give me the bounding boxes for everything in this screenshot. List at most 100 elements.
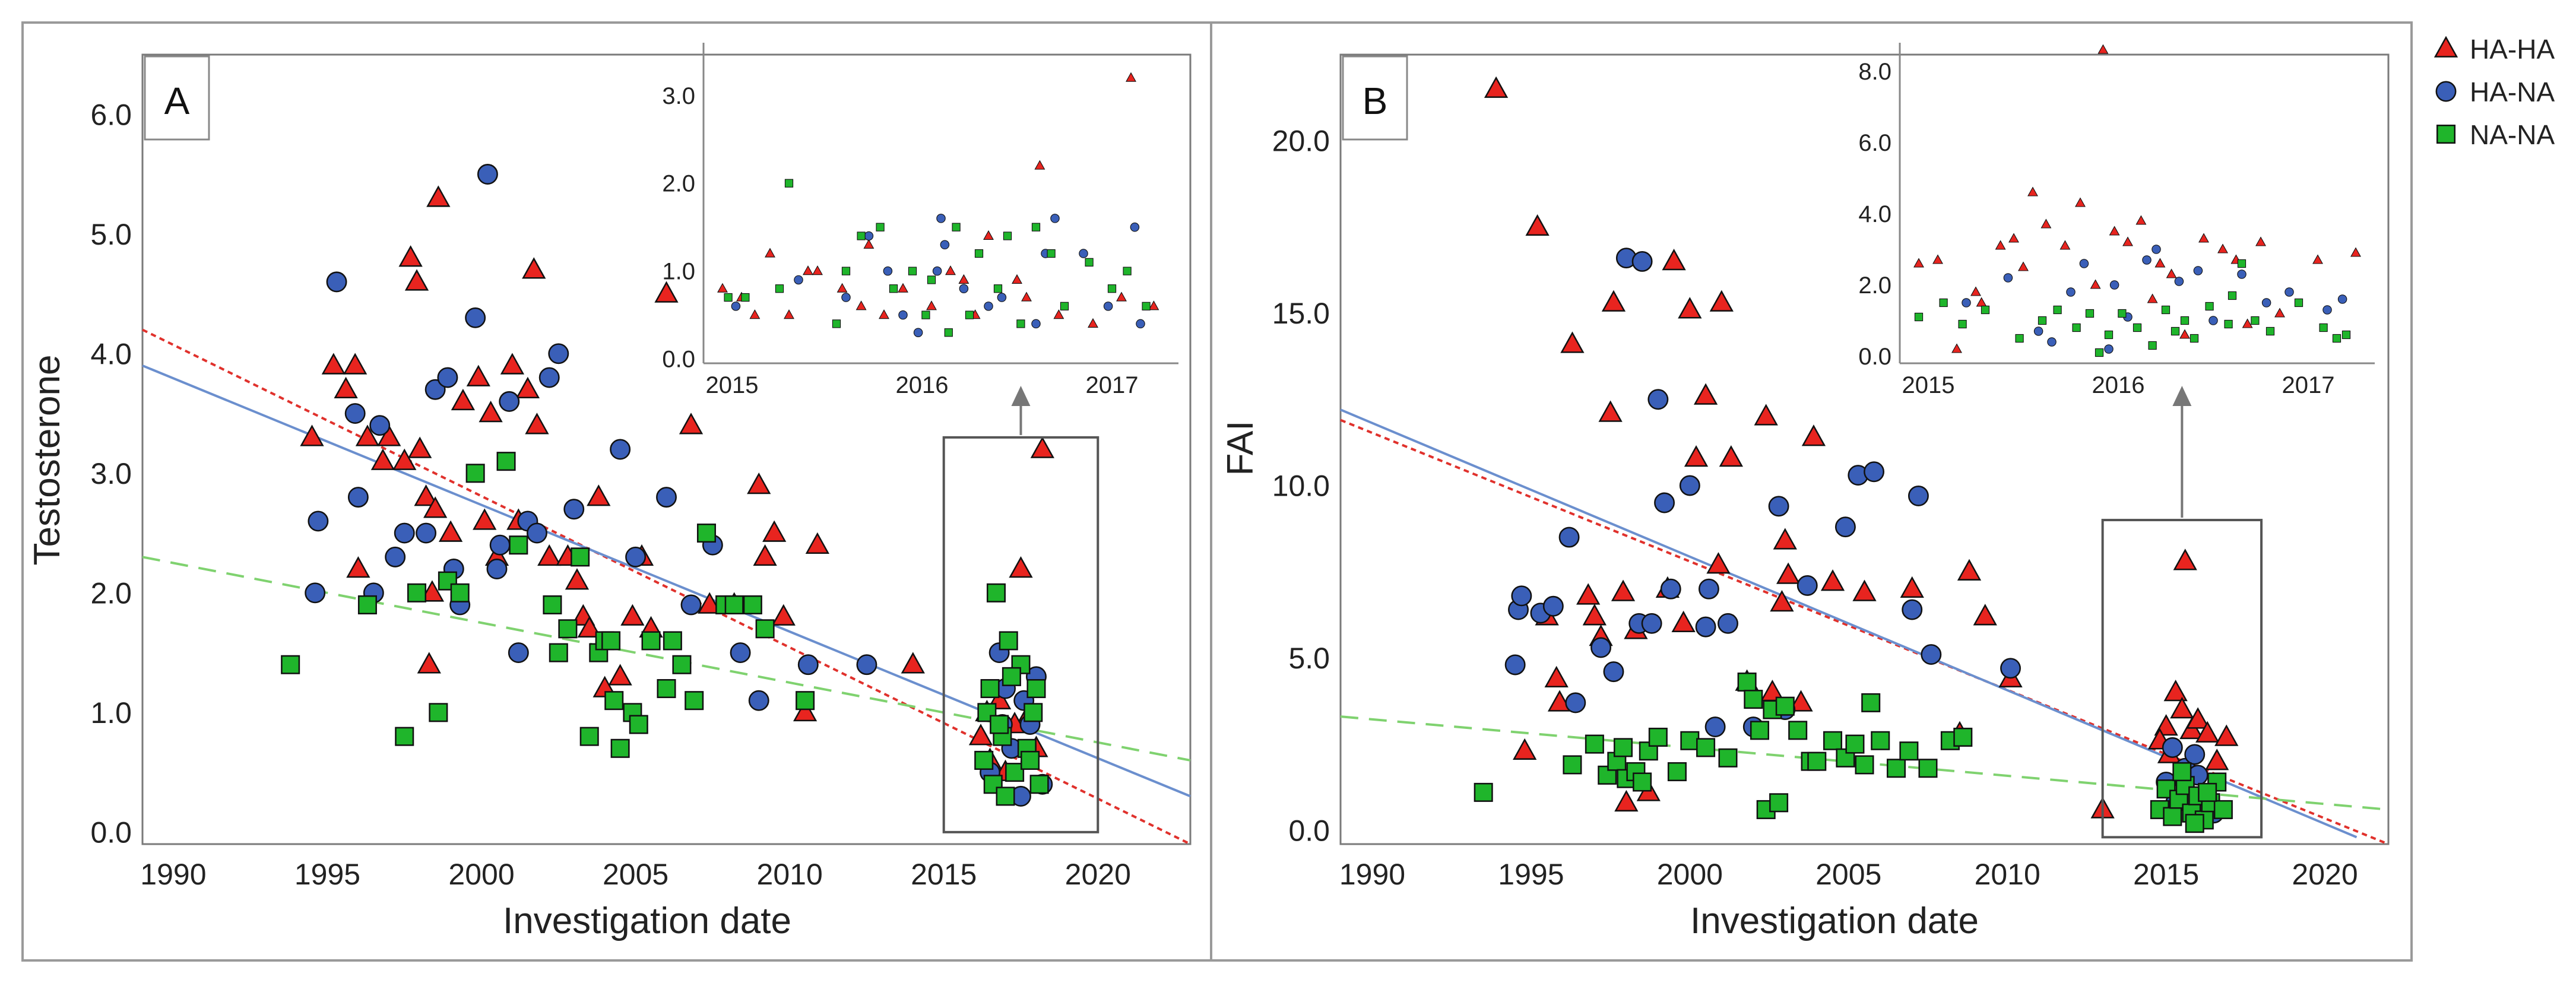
panel-b-point-ha-ha: [1582, 604, 1607, 626]
panel-b-inset-point-na-na: [2237, 259, 2247, 268]
panel-a-point-ha-ha: [334, 376, 358, 399]
panel-b-y-tick-label: 0.0: [1288, 814, 1330, 847]
panel-b-inset-point-ha-ha: [2350, 247, 2361, 257]
panel-a-inset-point-ha-na: [984, 302, 993, 311]
panel-a-inset-y-tick-label: 1.0: [662, 259, 695, 285]
panel-b-point-ha-ha: [1693, 383, 1718, 405]
panel-b-point-na-na: [1807, 751, 1827, 771]
panel-a-point-ha-na: [424, 379, 446, 400]
panel-a-y-tick-label: 2.0: [90, 576, 132, 610]
panel-b-point-ha-ha: [1560, 331, 1585, 353]
panel-b-inset-x-tick-label: 2016: [2092, 372, 2145, 398]
panel-b-x-tick-label: 1995: [1498, 858, 1564, 891]
panel-b-inset-point-na-na: [2095, 348, 2104, 357]
panel-a-inset-point-na-na: [944, 328, 953, 337]
panel-b-point-ha-ha: [1601, 290, 1626, 312]
panel-b-point-ha-ha: [2205, 749, 2229, 770]
panel-a-inset-point-ha-na: [1103, 302, 1113, 311]
panel-b-inset-point-na-na: [1939, 298, 1948, 307]
panel-b-point-ha-na: [1921, 644, 1942, 665]
panel-b-point-ha-ha: [1770, 589, 1794, 612]
panel-a-point-ha-ha: [479, 401, 503, 423]
panel-a-inset-point-na-na: [993, 284, 1003, 293]
panel-b-inset-point-ha-ha: [2179, 329, 2190, 339]
panel-b-inset-point-na-na: [2133, 323, 2142, 332]
panel-b-x-tick-label: 2020: [2292, 858, 2358, 891]
panel-b-point-na-na: [1667, 762, 1687, 782]
panel-a-point-ha-na: [347, 487, 369, 508]
panel-a-point-na-na: [407, 583, 427, 603]
panel-a-point-ha-na: [465, 307, 486, 328]
panel-a-inset-point-ha-na: [794, 275, 803, 285]
panel-b-inset-x-tick-label: 2017: [2282, 372, 2335, 398]
panel-a-point-ha-ha: [1030, 436, 1054, 458]
panel-b-point-ha-ha: [2214, 724, 2239, 746]
panel-a-x-tick-label: 2015: [911, 858, 977, 891]
panel-a-point-na-na: [549, 643, 568, 662]
panel-b-inset-point-ha-na: [2152, 245, 2161, 254]
panel-a-inset-point-ha-ha: [717, 283, 728, 293]
panel-b-point-ha-na: [2162, 737, 2183, 758]
panel-a-point-ha-ha: [587, 484, 611, 506]
panel-a-point-ha-na: [680, 594, 702, 616]
panel-b-inset-y-tick-label: 4.0: [1858, 201, 1891, 227]
panel-a-point-ha-na: [748, 690, 769, 711]
panel-b-inset-y-tick-label: 8.0: [1858, 59, 1891, 85]
panel-b-point-na-na: [1953, 727, 1973, 747]
panel-b-y-tick-label: 20.0: [1272, 125, 1330, 158]
panel-b-point-na-na: [2163, 807, 2182, 826]
panel-a-point-ha-na: [385, 546, 406, 567]
panel-b-inset-point-ha-na: [2109, 280, 2119, 290]
panel-a-point-ha-ha: [398, 245, 423, 267]
panel-b-point-ha-na: [1864, 461, 1885, 483]
panel-b-point-ha-ha: [1614, 789, 1639, 812]
panel-a-inset-point-na-na: [952, 223, 961, 232]
panel-a-inset-point-ha-ha: [1021, 291, 1032, 302]
panel-b-inset-point-ha-ha: [2075, 197, 2086, 207]
panel-b-inset-point-ha-na: [2237, 269, 2247, 279]
panel-a-inset-point-ha-na: [940, 240, 950, 250]
panel-a-x-axis-title: Investigation date: [503, 900, 791, 941]
panel-b-point-ha-ha: [1598, 400, 1623, 422]
panel-b-point-ha-ha: [1801, 424, 1826, 446]
panel-b-inset-point-na-na: [2224, 319, 2233, 329]
panel-b-inset-point-na-na: [2319, 323, 2328, 332]
panel-a-point-na-na: [1002, 667, 1021, 686]
panel-a-point-ha-ha: [762, 520, 787, 542]
panel-b-point-ha-na: [1603, 661, 1624, 683]
panel-a-point-ha-ha: [420, 580, 445, 602]
panel-a-inset-point-na-na: [784, 179, 794, 188]
panel-a-inset-point-ha-ha: [879, 309, 889, 319]
panel-a-point-ha-ha: [608, 664, 632, 686]
panel-b-inset-point-ha-ha: [2154, 258, 2166, 268]
panel-a-point-ha-na: [499, 391, 520, 412]
panel-b-inset-point-ha-ha: [1995, 240, 2006, 250]
panel-a-inset-x-tick-label: 2016: [896, 372, 949, 398]
panel-b-inset-point-na-na: [2104, 330, 2114, 340]
panel-b-point-ha-ha: [1611, 579, 1636, 601]
panel-a-point-ha-ha: [417, 652, 441, 674]
panel-a-point-ha-na: [538, 367, 560, 388]
legend-label-ha-ha: HA-HA: [2470, 34, 2555, 65]
panel-b-point-ha-ha: [1754, 404, 1778, 426]
panel-a-point-ha-ha: [346, 556, 370, 578]
panel-b-point-ha-ha: [1957, 559, 1982, 581]
panel-b-point-ha-na: [1660, 578, 1681, 600]
panel-a-inset-point-na-na: [1142, 302, 1151, 310]
panel-b-inset-point-ha-na: [2079, 259, 2089, 268]
panel-b-point-ha-ha: [1484, 76, 1509, 98]
panel-a-point-ha-ha: [577, 616, 601, 638]
panel-a-point-na-na: [980, 679, 1000, 699]
panel-b-point-ha-na: [2000, 658, 2021, 679]
panel-b-point-na-na: [2172, 762, 2192, 782]
panel-a-inset-point-na-na: [876, 223, 885, 232]
panel-b-inset-point-ha-ha: [2274, 307, 2285, 318]
panel-a-point-ha-ha: [377, 424, 401, 446]
panel-b-inset-point-ha-na: [2209, 316, 2218, 325]
panel-b-point-ha-na: [1504, 654, 1526, 676]
panel-a-y-tick-label: 6.0: [90, 98, 132, 131]
panel-b-inset-point-ha-ha: [2040, 218, 2052, 229]
panel-b-inset-point-na-na: [2085, 309, 2095, 318]
panel-b-point-ha-ha: [1525, 214, 1550, 236]
panel-b-inset-point-ha-ha: [1970, 286, 1981, 296]
